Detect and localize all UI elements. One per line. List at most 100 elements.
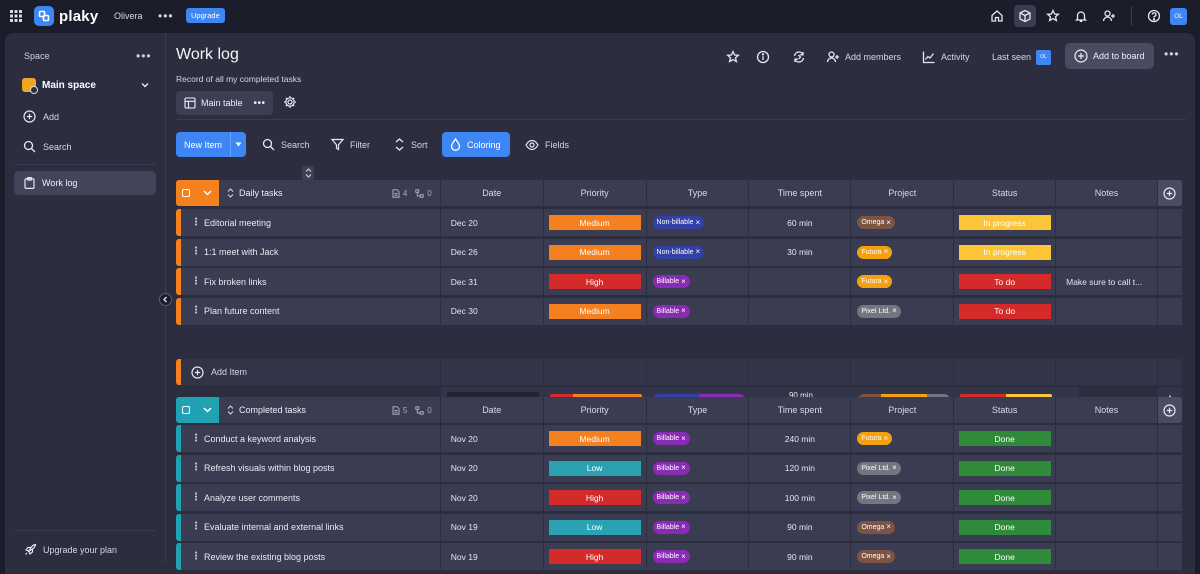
group-sort-icon[interactable] bbox=[227, 188, 234, 198]
item-name[interactable]: Plan future content bbox=[204, 306, 280, 316]
item-name[interactable]: 1:1 meet with Jack bbox=[204, 247, 279, 257]
type-tag[interactable]: Billable × bbox=[652, 275, 690, 288]
sort-button[interactable]: Sort bbox=[394, 132, 428, 157]
remove-x-icon[interactable]: × bbox=[886, 217, 891, 227]
column-header-notes[interactable]: Notes bbox=[1055, 180, 1157, 206]
group-checkbox[interactable] bbox=[181, 189, 190, 197]
board-description[interactable]: Record of all my completed tasks bbox=[176, 74, 302, 84]
favorites-star-icon[interactable] bbox=[1042, 5, 1064, 27]
cell-status[interactable]: Done bbox=[953, 513, 1056, 541]
cell-status[interactable]: To do bbox=[953, 268, 1056, 295]
column-header-priority[interactable]: Priority bbox=[542, 397, 646, 423]
group-title[interactable]: Daily tasks bbox=[238, 188, 283, 198]
last-seen-button[interactable]: Last seen OL bbox=[992, 48, 1052, 66]
cell-date[interactable]: Dec 30 bbox=[439, 297, 543, 325]
automations-icon[interactable] bbox=[790, 48, 808, 66]
item-menu-dots-icon[interactable]: ⋮ bbox=[191, 521, 201, 532]
cell-priority[interactable]: High bbox=[542, 268, 646, 295]
collapse-sidebar-icon[interactable] bbox=[159, 293, 172, 306]
item-menu-dots-icon[interactable]: ⋮ bbox=[191, 275, 201, 287]
add-column-button[interactable] bbox=[1157, 180, 1182, 206]
invite-user-icon[interactable] bbox=[1098, 5, 1120, 27]
cell-status[interactable]: Done bbox=[953, 484, 1056, 511]
cell-date[interactable]: Nov 19 bbox=[439, 543, 543, 570]
group-collapse-toggle[interactable] bbox=[195, 180, 219, 206]
item-name-cell[interactable]: ⋮ Analyze user comments bbox=[181, 484, 440, 511]
table-row[interactable]: ⋮ Analyze user comments Nov 20 High Billable… bbox=[176, 484, 1182, 511]
add-item-row[interactable]: Add Item bbox=[176, 359, 1182, 385]
search-button[interactable]: Search bbox=[262, 132, 310, 157]
item-name[interactable]: Analyze user comments bbox=[204, 492, 301, 503]
board-title[interactable]: Work log bbox=[176, 46, 239, 63]
project-tag[interactable]: Futura × bbox=[857, 245, 893, 259]
add-to-board-button[interactable]: Add to board bbox=[1065, 43, 1154, 69]
group-name-cell[interactable]: Completed tasks 5 0 bbox=[218, 397, 440, 423]
cell-notes[interactable]: Make sure to call t... bbox=[1055, 268, 1158, 295]
type-tag[interactable]: Non-billable × bbox=[652, 216, 705, 229]
type-tag[interactable]: Billable × bbox=[652, 461, 690, 475]
group-sort-icon[interactable] bbox=[227, 405, 234, 415]
help-icon[interactable] bbox=[1143, 5, 1165, 27]
column-header-time-spent[interactable]: Time spent bbox=[748, 180, 851, 206]
cell-notes[interactable] bbox=[1055, 454, 1158, 482]
column-header-project[interactable]: Project bbox=[850, 180, 954, 206]
project-tag[interactable]: Pixel Ltd. × bbox=[857, 491, 901, 504]
item-name-cell[interactable]: ⋮ Fix broken links bbox=[181, 268, 440, 295]
cell-time[interactable]: 90 min bbox=[748, 513, 851, 541]
table-row[interactable]: ⋮ Editorial meeting Dec 20 Medium Non-billab… bbox=[176, 209, 1182, 236]
workspace-more-icon[interactable]: ••• bbox=[158, 9, 174, 23]
remove-x-icon[interactable]: × bbox=[892, 306, 897, 315]
main-space-selector[interactable]: Main space bbox=[22, 78, 150, 94]
item-menu-dots-icon[interactable]: ⋮ bbox=[191, 305, 201, 316]
cell-priority[interactable]: Low bbox=[542, 513, 646, 541]
cell-date[interactable]: Nov 20 bbox=[439, 425, 543, 452]
item-name-cell[interactable]: ⋮ Review the existing blog posts bbox=[181, 543, 440, 570]
group-select-handle[interactable] bbox=[176, 397, 196, 423]
fields-button[interactable]: Fields bbox=[525, 132, 569, 157]
upgrade-button[interactable]: Upgrade bbox=[186, 8, 225, 23]
cell-notes[interactable] bbox=[1055, 513, 1158, 541]
cell-type[interactable]: Billable × bbox=[645, 297, 749, 325]
table-row[interactable]: ⋮ Review the existing blog posts Nov 19 Hig… bbox=[176, 543, 1182, 570]
cell-project[interactable]: Pixel Ltd. × bbox=[850, 484, 954, 511]
remove-x-icon[interactable]: × bbox=[886, 551, 891, 561]
remove-x-icon[interactable]: × bbox=[892, 492, 897, 502]
cell-time[interactable]: 100 min bbox=[748, 484, 851, 511]
remove-x-icon[interactable]: × bbox=[681, 433, 686, 443]
cell-type[interactable]: Billable × bbox=[645, 454, 749, 482]
cell-type[interactable]: Billable × bbox=[645, 268, 749, 295]
cell-project[interactable]: Omega × bbox=[850, 513, 954, 541]
cell-status[interactable]: Done bbox=[953, 425, 1056, 452]
remove-x-icon[interactable]: × bbox=[681, 522, 686, 531]
cell-notes[interactable] bbox=[1055, 297, 1158, 325]
cell-project[interactable]: Futura × bbox=[850, 268, 954, 295]
item-menu-dots-icon[interactable]: ⋮ bbox=[191, 216, 201, 228]
item-name[interactable]: Fix broken links bbox=[204, 276, 267, 287]
item-name-cell[interactable]: ⋮ Editorial meeting bbox=[181, 209, 440, 236]
upgrade-plan-link[interactable]: Upgrade your plan bbox=[24, 543, 117, 556]
column-header-status[interactable]: Status bbox=[953, 397, 1056, 423]
cell-time[interactable]: 90 min bbox=[748, 543, 851, 570]
cell-time[interactable]: 30 min bbox=[748, 238, 851, 266]
remove-x-icon[interactable]: × bbox=[892, 463, 897, 472]
remove-x-icon[interactable]: × bbox=[681, 276, 686, 286]
cell-time[interactable] bbox=[748, 268, 851, 295]
tab-more-icon[interactable]: ••• bbox=[253, 97, 266, 109]
column-header-date[interactable]: Date bbox=[439, 180, 543, 206]
project-tag[interactable]: Futura × bbox=[857, 275, 893, 288]
item-menu-dots-icon[interactable]: ⋮ bbox=[191, 246, 201, 257]
cell-project[interactable]: Pixel Ltd. × bbox=[850, 297, 954, 325]
cell-type[interactable]: Non-billable × bbox=[645, 238, 749, 266]
cell-project[interactable]: Pixel Ltd. × bbox=[850, 454, 954, 482]
cell-priority[interactable]: Medium bbox=[542, 238, 646, 266]
cell-status[interactable]: In progress bbox=[953, 209, 1056, 236]
table-row[interactable]: ⋮ Conduct a keyword analysis Nov 20 Medium B… bbox=[176, 425, 1182, 452]
tab-main-table[interactable]: Main table ••• bbox=[176, 91, 273, 115]
cell-date[interactable]: Dec 20 bbox=[439, 209, 543, 236]
remove-x-icon[interactable]: × bbox=[681, 306, 686, 315]
add-members-button[interactable]: Add members bbox=[826, 48, 901, 66]
cell-date[interactable]: Nov 19 bbox=[439, 513, 543, 541]
type-tag[interactable]: Non-billable × bbox=[652, 245, 705, 259]
item-name[interactable]: Conduct a keyword analysis bbox=[204, 433, 317, 444]
item-name[interactable]: Evaluate internal and external links bbox=[204, 522, 344, 532]
